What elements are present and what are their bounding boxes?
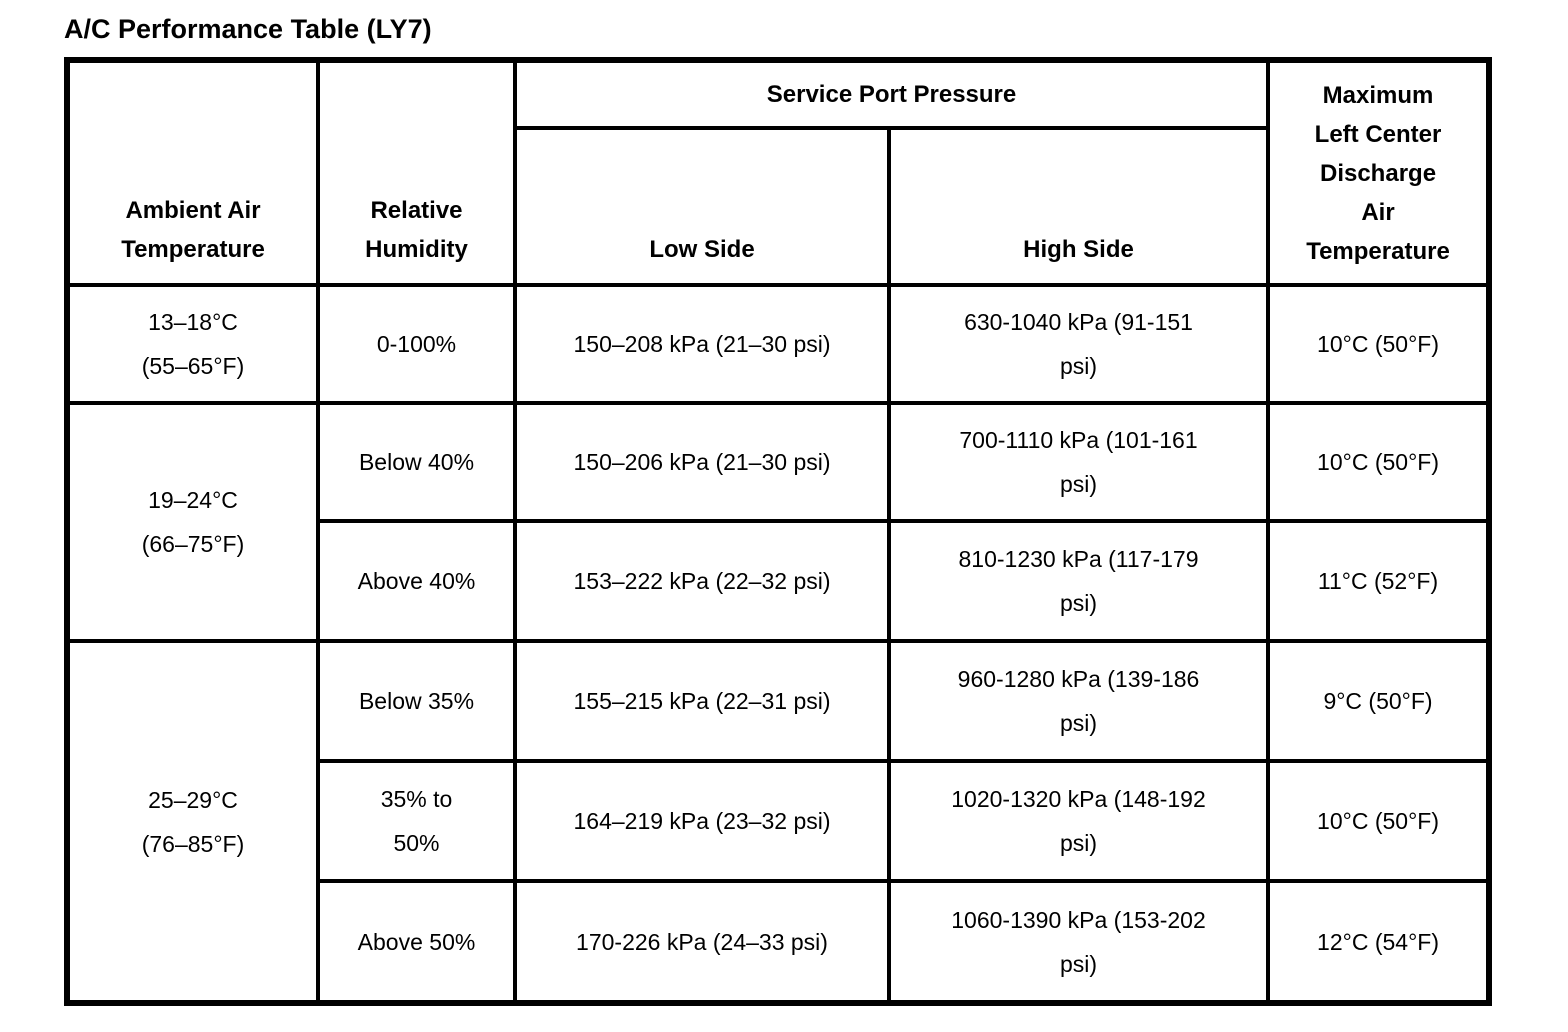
cell-ambient-temp: 25–29°C (76–85°F)	[65, 639, 320, 1005]
cell-max-discharge-temp: 9°C (50°F)	[1266, 639, 1492, 763]
cell-relative-humidity: Above 40%	[316, 519, 517, 643]
cell-relative-humidity: Below 40%	[316, 401, 517, 523]
cell-max-discharge-temp: 10°C (50°F)	[1266, 401, 1492, 523]
cell-relative-humidity: 35% to 50%	[316, 759, 517, 883]
ac-performance-table: Ambient Air Temperature Relative Humidit…	[64, 57, 1493, 1006]
table-row: 19–24°C (66–75°F) Below 40% 150–206 kPa …	[65, 401, 1492, 643]
cell-max-discharge-temp: 11°C (52°F)	[1266, 519, 1492, 643]
page-title: A/C Performance Table (LY7)	[64, 14, 432, 44]
cell-ambient-temp: 13–18°C (55–65°F)	[65, 283, 320, 405]
header-low-side: Low Side	[513, 126, 891, 287]
header-relative-humidity: Relative Humidity	[316, 58, 517, 287]
table-row: 13–18°C (55–65°F) 0-100% 150–208 kPa (21…	[65, 283, 1492, 405]
cell-max-discharge-temp: 10°C (50°F)	[1266, 283, 1492, 405]
cell-relative-humidity: Above 50%	[316, 879, 517, 1005]
cell-low-side-pressure: 150–206 kPa (21–30 psi)	[513, 401, 891, 523]
cell-high-side-pressure: 630-1040 kPa (91-151 psi)	[886, 283, 1271, 405]
cell-low-side-pressure: 150–208 kPa (21–30 psi)	[513, 283, 891, 405]
header-max-left-center-discharge-air-temperature: Maximum Left Center Discharge Air Temper…	[1266, 58, 1492, 287]
cell-max-discharge-temp: 12°C (54°F)	[1266, 879, 1492, 1005]
cell-high-side-pressure: 1060-1390 kPa (153-202 psi)	[886, 879, 1271, 1005]
header-high-side: High Side	[886, 126, 1271, 287]
header-row-sub: Low Side High Side	[67, 126, 1489, 287]
header-ambient-air-temperature: Ambient Air Temperature	[65, 58, 320, 287]
cell-max-discharge-temp: 10°C (50°F)	[1266, 759, 1492, 883]
table-row: 25–29°C (76–85°F) Below 35% 155–215 kPa …	[65, 639, 1492, 1005]
cell-high-side-pressure: 810-1230 kPa (117-179 psi)	[886, 519, 1271, 643]
cell-low-side-pressure: 155–215 kPa (22–31 psi)	[513, 639, 891, 763]
header-row-top: Ambient Air Temperature Relative Humidit…	[65, 58, 1492, 287]
cell-high-side-pressure: 700-1110 kPa (101-161 psi)	[886, 401, 1271, 523]
cell-high-side-pressure: 960-1280 kPa (139-186 psi)	[886, 639, 1271, 763]
cell-low-side-pressure: 164–219 kPa (23–32 psi)	[513, 759, 891, 883]
cell-relative-humidity: 0-100%	[316, 283, 517, 405]
cell-relative-humidity: Below 35%	[316, 639, 517, 763]
cell-low-side-pressure: 170-226 kPa (24–33 psi)	[513, 879, 891, 1005]
table-row: Above 50% 170-226 kPa (24–33 psi) 1060-1…	[67, 879, 1492, 1005]
cell-high-side-pressure: 1020-1320 kPa (148-192 psi)	[886, 759, 1271, 883]
cell-ambient-temp: 19–24°C (66–75°F)	[65, 401, 320, 643]
header-service-port-pressure: Service Port Pressure	[512, 58, 1271, 130]
table-row: Above 40% 153–222 kPa (22–32 psi) 810-12…	[67, 519, 1492, 643]
cell-low-side-pressure: 153–222 kPa (22–32 psi)	[513, 519, 891, 643]
document-page: A/C Performance Table (LY7) Ambient Air …	[64, 14, 1493, 1006]
table-row: 35% to 50% 164–219 kPa (23–32 psi) 1020-…	[67, 759, 1492, 883]
